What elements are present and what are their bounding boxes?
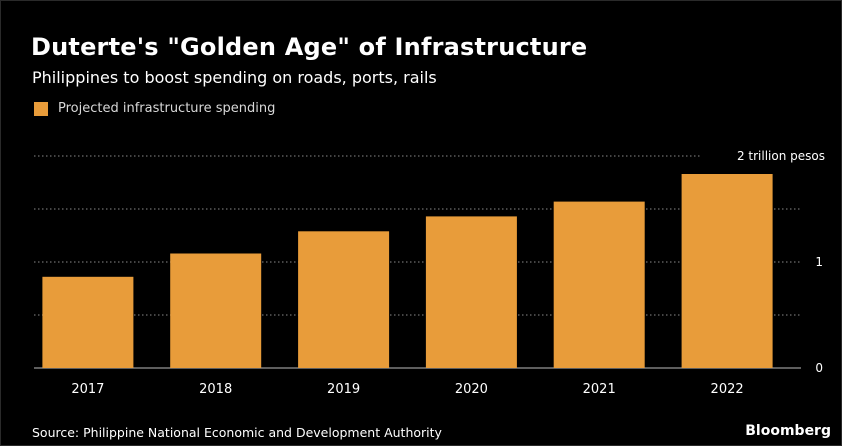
x-tick-label-2020: 2020	[455, 382, 488, 397]
legend: Projected infrastructure spending	[34, 101, 275, 116]
y-tick-label-0: 0	[815, 361, 823, 375]
bar-2019	[298, 231, 390, 368]
legend-label: Projected infrastructure spending	[58, 101, 276, 116]
y-tick-label-1: 1	[815, 255, 823, 269]
x-tick-label-2017: 2017	[71, 382, 104, 397]
chart-subtitle: Philippines to boost spending on roads, …	[32, 68, 437, 87]
source-note: Source: Philippine National Economic and…	[32, 425, 442, 440]
x-tick-label-2018: 2018	[199, 382, 232, 397]
bar-2022	[681, 174, 773, 368]
legend-swatch	[34, 101, 48, 116]
bar-2021	[553, 201, 645, 368]
bar-2020	[425, 216, 517, 368]
brand-logo: Bloomberg	[745, 423, 831, 439]
x-tick-label-2022: 2022	[711, 382, 744, 397]
chart-title: Duterte's "Golden Age" of Infrastructure	[31, 33, 588, 61]
bar-2018	[170, 253, 262, 368]
y-tick-label-2: 2 trillion pesos	[737, 149, 825, 163]
bar-2017	[42, 276, 134, 368]
x-tick-label-2021: 2021	[583, 382, 616, 397]
x-tick-label-2019: 2019	[327, 382, 360, 397]
